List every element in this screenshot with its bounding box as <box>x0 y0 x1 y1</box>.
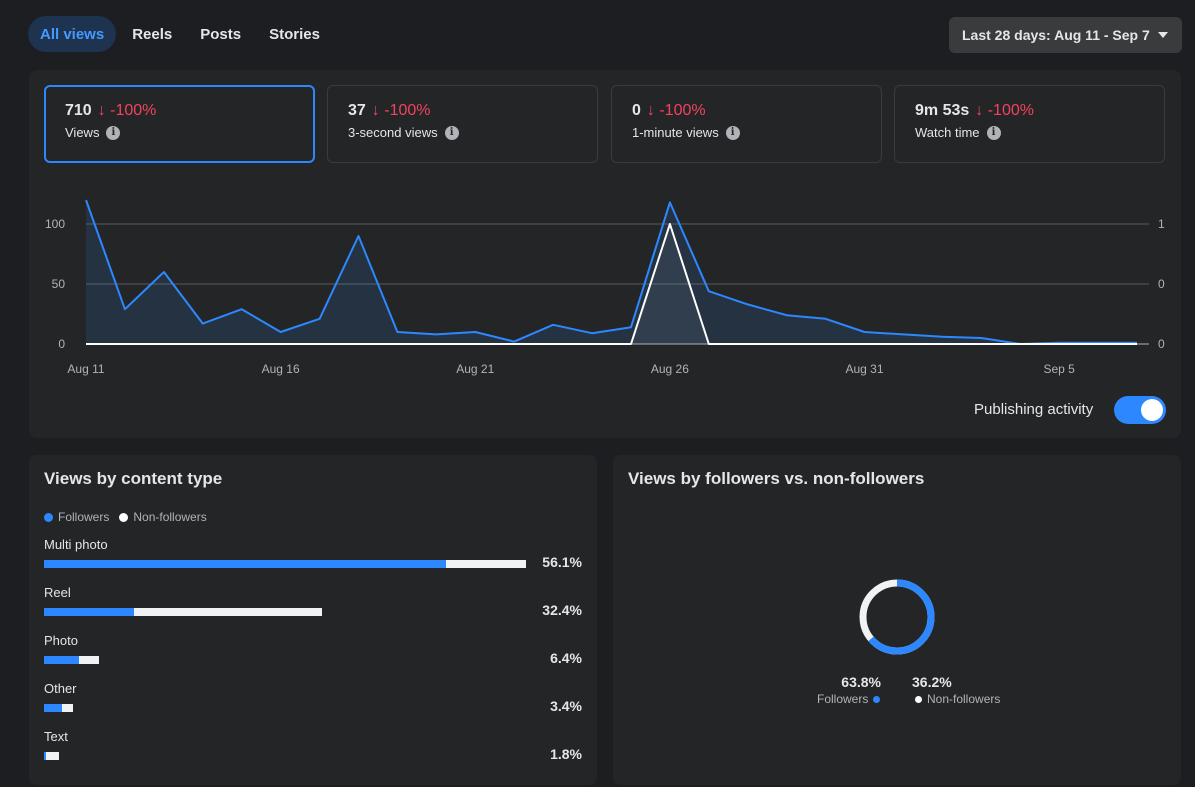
content-type-name: Reel <box>44 585 71 600</box>
info-icon[interactable]: i <box>986 125 1001 140</box>
metric-value: 0 <box>632 102 641 119</box>
y-tick-left: 50 <box>52 277 66 291</box>
non-followers-bar-segment <box>61 704 74 712</box>
y-tick-left: 100 <box>45 217 65 231</box>
x-tick-label: Aug 16 <box>262 362 300 376</box>
series-line <box>86 223 1137 345</box>
non-followers-bar-segment <box>78 656 99 664</box>
non-followers-label-group: Non-followers <box>915 692 1000 706</box>
tab-reels[interactable]: Reels <box>132 25 173 43</box>
series-line <box>85 199 1137 345</box>
content-type-pct: 6.4% <box>550 650 582 666</box>
followers-bar-segment <box>44 608 135 616</box>
views-line-chart: 0 50 100 0 0 1 Aug 11 Aug 16 Aug 21 Aug 26 Aug 31 S… <box>45 199 1165 376</box>
followers-card: Views by followers vs. non-followers 63.… <box>613 455 1181 785</box>
y-tick-right: 0 <box>1158 277 1165 291</box>
views-overview-card: 710 ↓ -100% Views i 37 ↓ -100% 3-second vie… <box>29 70 1181 438</box>
publishing-activity-toggle[interactable] <box>1114 396 1166 424</box>
content-type-pct: 32.4% <box>542 602 582 618</box>
tab-all-views[interactable]: All views <box>28 16 117 52</box>
followers-label: Followers <box>817 692 869 706</box>
metric-value: 9m 53s <box>915 102 970 119</box>
content-type-name: Text <box>44 729 68 744</box>
date-range-label: Last 28 days: Aug 11 - Sep 7 <box>962 27 1150 43</box>
card-title: Views by followers vs. non-followers <box>628 469 925 488</box>
content-type-bar <box>44 608 323 616</box>
content-type-row: Other 3.4% <box>44 681 582 721</box>
y-tick-right: 0 <box>1158 337 1165 351</box>
card-title: Views by content type <box>44 469 223 488</box>
followers-bar-segment <box>44 752 47 760</box>
non-followers-bar-segment <box>446 560 526 568</box>
metric-1-minute-views[interactable]: 0 ↓ -100% 1-minute views i <box>611 85 882 163</box>
content-type-name: Multi photo <box>44 537 108 552</box>
content-type-pct: 3.4% <box>550 698 582 714</box>
content-type-bar <box>44 752 60 760</box>
x-tick-label: Aug 11 <box>67 362 104 376</box>
non-followers-bar-segment <box>134 608 323 616</box>
non-followers-dot-icon <box>915 695 922 703</box>
metric-3-second-views[interactable]: 37 ↓ -100% 3-second views i <box>327 85 598 163</box>
toggle-knob <box>1141 399 1163 421</box>
content-type-row: Text 1.8% <box>44 729 582 769</box>
date-range-dropdown[interactable]: Last 28 days: Aug 11 - Sep 7 <box>949 17 1182 53</box>
followers-label-group: Followers <box>817 692 881 706</box>
x-tick-label: Aug 31 <box>845 362 883 376</box>
metric-change: ↓ -100% <box>646 102 706 119</box>
metric-value: 37 <box>348 102 366 119</box>
non-followers-label: Non-followers <box>927 692 1001 706</box>
followers-arc <box>859 579 935 655</box>
followers-bar-segment <box>44 656 79 664</box>
y-tick-left: 0 <box>58 337 65 351</box>
publishing-activity-label: Publishing activity <box>974 401 1094 418</box>
metric-views[interactable]: 710 ↓ -100% Views i <box>44 85 315 163</box>
content-type-pct: 56.1% <box>542 554 582 570</box>
legend: Followers Non-followers <box>44 510 217 524</box>
content-type-name: Other <box>44 681 77 696</box>
content-type-row: Multi photo 56.1% <box>44 537 582 577</box>
metric-value: 710 <box>65 102 92 119</box>
metric-label: Views <box>65 125 100 140</box>
metric-watch-time[interactable]: 9m 53s ↓ -100% Watch time i <box>894 85 1165 163</box>
content-type-row: Reel 32.4% <box>44 585 582 625</box>
view-tabs: All views Reels Posts Stories <box>28 16 332 52</box>
followers-dot-icon <box>44 512 53 522</box>
series-area <box>86 200 1137 344</box>
caret-down-icon <box>1158 32 1168 38</box>
content-type-bar <box>44 560 526 568</box>
metric-change: ↓ -100% <box>97 102 157 119</box>
followers-bar-segment <box>44 704 62 712</box>
tab-posts[interactable]: Posts <box>200 25 242 43</box>
followers-dot-icon <box>873 695 881 703</box>
info-icon[interactable]: i <box>444 125 459 140</box>
metric-label: 1-minute views <box>632 125 719 140</box>
y-tick-right: 1 <box>1158 217 1165 231</box>
content-type-row: Photo 6.4% <box>44 633 582 673</box>
followers-pct: 63.8% <box>841 674 881 690</box>
legend-followers: Followers <box>58 510 110 524</box>
x-tick-label: Aug 21 <box>456 362 494 376</box>
non-followers-dot-icon <box>119 512 129 522</box>
metric-change: ↓ -100% <box>371 102 431 119</box>
x-tick-label: Aug 26 <box>651 362 689 376</box>
info-icon[interactable]: i <box>106 125 121 140</box>
non-followers-pct: 36.2% <box>912 674 952 690</box>
followers-bar-segment <box>44 560 447 568</box>
x-tick-label: Sep 5 <box>1043 362 1075 376</box>
legend-non-followers: Non-followers <box>133 510 207 524</box>
tab-stories[interactable]: Stories <box>269 25 320 43</box>
metric-change: ↓ -100% <box>975 102 1034 119</box>
followers-donut-chart <box>859 579 935 655</box>
non-followers-bar-segment <box>46 752 60 760</box>
content-type-pct: 1.8% <box>550 746 582 762</box>
content-type-bar <box>44 656 99 664</box>
content-type-bar <box>44 704 74 712</box>
info-icon[interactable]: i <box>725 125 740 140</box>
metric-label: 3-second views <box>348 125 438 140</box>
metric-label: Watch time <box>915 125 980 140</box>
content-type-name: Photo <box>44 633 78 648</box>
content-type-card: Views by content type Followers Non-foll… <box>29 455 597 785</box>
